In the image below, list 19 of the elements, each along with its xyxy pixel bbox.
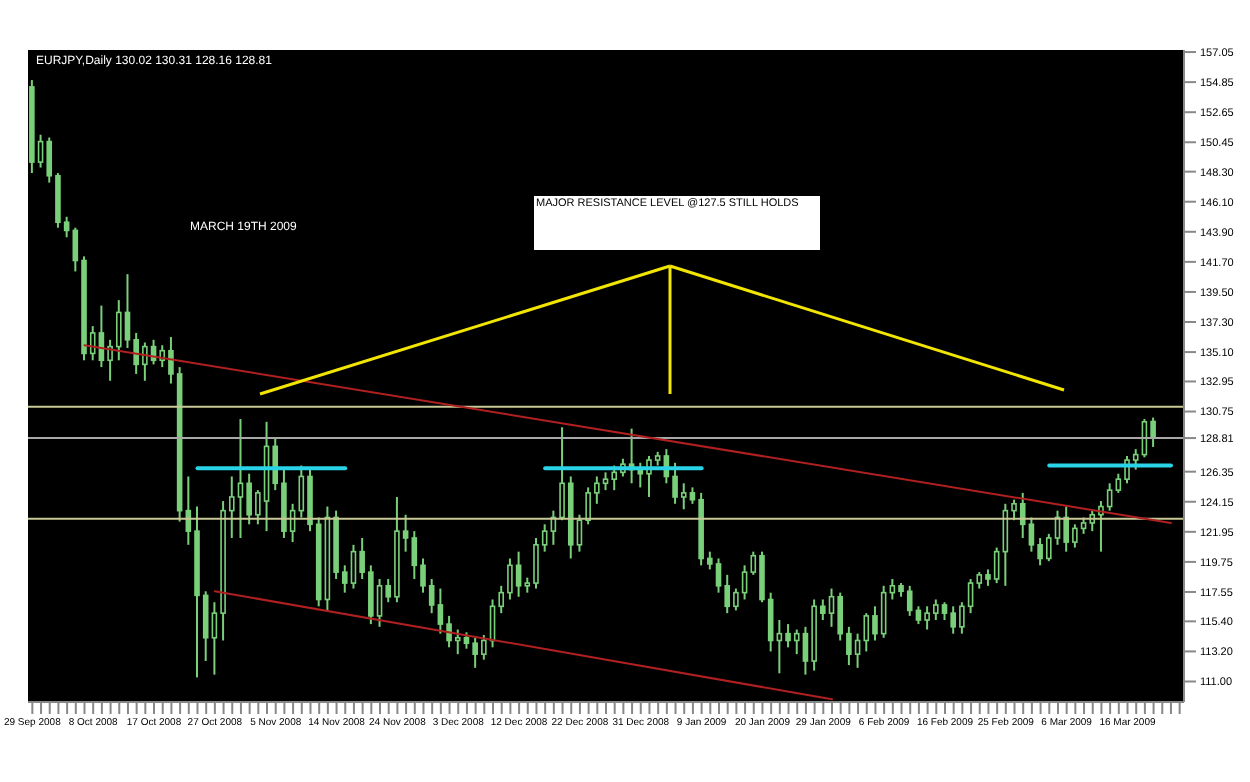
candlestick	[1150, 416, 1156, 448]
candlestick	[637, 461, 644, 489]
candlestick	[906, 584, 913, 617]
candlestick	[1106, 482, 1113, 512]
candlestick	[376, 577, 383, 628]
candlestick	[828, 587, 835, 628]
candlestick	[863, 612, 870, 653]
candlestick	[793, 628, 800, 656]
candlestick	[115, 299, 122, 362]
candlestick	[437, 587, 444, 635]
candlestick	[680, 482, 687, 511]
candlestick	[454, 628, 461, 656]
candlestick	[515, 550, 522, 598]
candlestick	[411, 530, 418, 580]
candlestick	[611, 464, 618, 492]
candlestick	[237, 418, 244, 539]
candlestick	[993, 546, 1000, 585]
candlestick	[1019, 491, 1026, 539]
candlestick	[350, 543, 357, 590]
